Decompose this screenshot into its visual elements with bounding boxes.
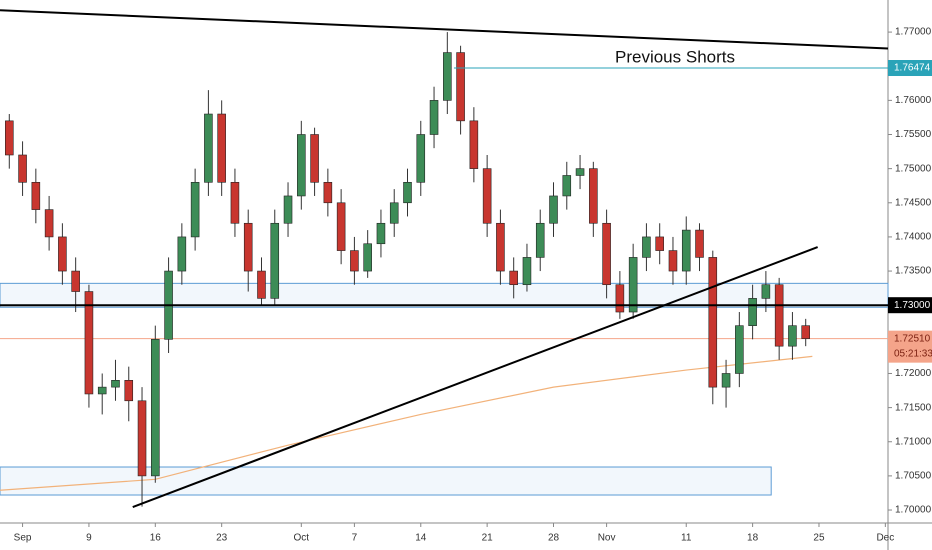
level-price-label: 1.73000 xyxy=(894,300,931,311)
candle-body xyxy=(456,52,465,122)
level-price-label: 1.76474 xyxy=(894,63,931,74)
x-tick-label: Nov xyxy=(598,533,616,544)
annotation: Previous Shorts xyxy=(615,47,735,66)
candle-body xyxy=(323,181,333,204)
candle-body xyxy=(204,113,213,183)
candle-body xyxy=(615,284,625,313)
candle-body xyxy=(668,250,678,272)
candle-body xyxy=(177,236,187,272)
candle-body xyxy=(350,250,359,272)
candle-body xyxy=(97,386,107,395)
x-tick-label: 25 xyxy=(813,533,825,544)
candle-body xyxy=(190,181,200,238)
x-tick-label: 16 xyxy=(150,533,162,544)
candle-body xyxy=(124,380,134,402)
candle-body xyxy=(111,380,120,388)
candle-body xyxy=(589,168,598,224)
candle-body xyxy=(522,257,532,286)
candle-body xyxy=(774,284,784,347)
candle-body xyxy=(283,195,293,224)
candle-body xyxy=(721,373,731,388)
candle-body xyxy=(5,120,14,156)
candle-body xyxy=(761,284,771,299)
candle-body xyxy=(297,134,306,197)
level-price-box xyxy=(888,60,932,77)
candle-body xyxy=(243,222,253,272)
candle-body xyxy=(151,339,160,477)
candle-body xyxy=(257,270,266,299)
y-tick-label: 1.73500 xyxy=(895,266,932,277)
candle-body xyxy=(336,202,346,251)
candle-body xyxy=(735,325,744,374)
y-tick-label: 1.77000 xyxy=(895,27,932,38)
x-tick-label: 9 xyxy=(86,533,92,544)
y-tick-label: 1.71500 xyxy=(895,402,932,413)
y-tick-label: 1.72000 xyxy=(895,368,932,379)
y-tick-label: 1.76000 xyxy=(895,95,932,106)
candle-body xyxy=(549,195,558,224)
trend-line xyxy=(132,246,819,508)
candle-body xyxy=(389,202,399,224)
candle-body xyxy=(429,100,439,135)
y-tick-label: 1.74000 xyxy=(895,232,932,243)
candle-body xyxy=(469,120,479,169)
y-tick-label: 1.70000 xyxy=(895,505,932,516)
candle-body xyxy=(416,134,426,183)
x-tick-label: 7 xyxy=(352,533,358,544)
candle-body xyxy=(695,229,704,258)
candle-body xyxy=(788,325,797,347)
candle-body xyxy=(509,270,518,286)
y-tick-label: 1.75000 xyxy=(895,163,932,174)
y-tick-label: 1.70500 xyxy=(895,471,932,482)
candle-body xyxy=(562,175,572,197)
countdown-label: 05:21:33 xyxy=(894,348,932,359)
x-tick-label: 11 xyxy=(681,533,692,544)
candle-body xyxy=(801,325,810,339)
last-price-label: 1.72510 xyxy=(894,333,931,344)
x-tick-label: 28 xyxy=(548,533,560,544)
candle-body xyxy=(628,257,638,313)
candle-body xyxy=(602,222,611,286)
x-tick-label: 18 xyxy=(747,533,759,544)
candle-body xyxy=(482,168,492,224)
candle-body xyxy=(137,400,147,477)
zone xyxy=(0,466,772,496)
zone xyxy=(0,282,889,308)
x-tick-label: 23 xyxy=(216,533,228,544)
candle-body xyxy=(642,236,651,258)
y-tick-label: 1.74500 xyxy=(895,197,932,208)
candle-body xyxy=(535,222,545,258)
x-tick-label: 21 xyxy=(482,533,494,544)
candle-body xyxy=(44,209,54,238)
x-tick-label: Oct xyxy=(294,533,310,544)
x-tick-label: Dec xyxy=(876,533,894,544)
candle-body xyxy=(71,270,80,292)
level-price-box xyxy=(888,297,932,314)
candle-body xyxy=(31,181,41,210)
candle-body xyxy=(681,229,691,272)
y-tick-label: 1.71000 xyxy=(895,436,932,447)
y-tick-label: 1.75500 xyxy=(895,129,932,140)
candle-body xyxy=(496,222,505,272)
last-price-box xyxy=(888,330,932,363)
candle-body xyxy=(403,181,412,204)
candle-body xyxy=(310,134,319,183)
x-tick-label: 14 xyxy=(415,533,427,544)
candle-body xyxy=(230,181,240,224)
x-tick-label: Sep xyxy=(14,533,32,544)
candle-body xyxy=(748,298,757,326)
candle-body xyxy=(18,154,27,183)
candle-body xyxy=(575,168,585,176)
candle-body xyxy=(443,52,452,101)
candle-body xyxy=(58,236,67,272)
candle-body xyxy=(270,222,280,299)
candle-body xyxy=(708,257,718,388)
candle-body xyxy=(655,236,664,251)
candle-body xyxy=(376,222,386,245)
candle-body xyxy=(217,113,226,183)
candle-body xyxy=(363,243,372,272)
trend-line xyxy=(0,9,889,50)
candle-body xyxy=(84,291,94,395)
